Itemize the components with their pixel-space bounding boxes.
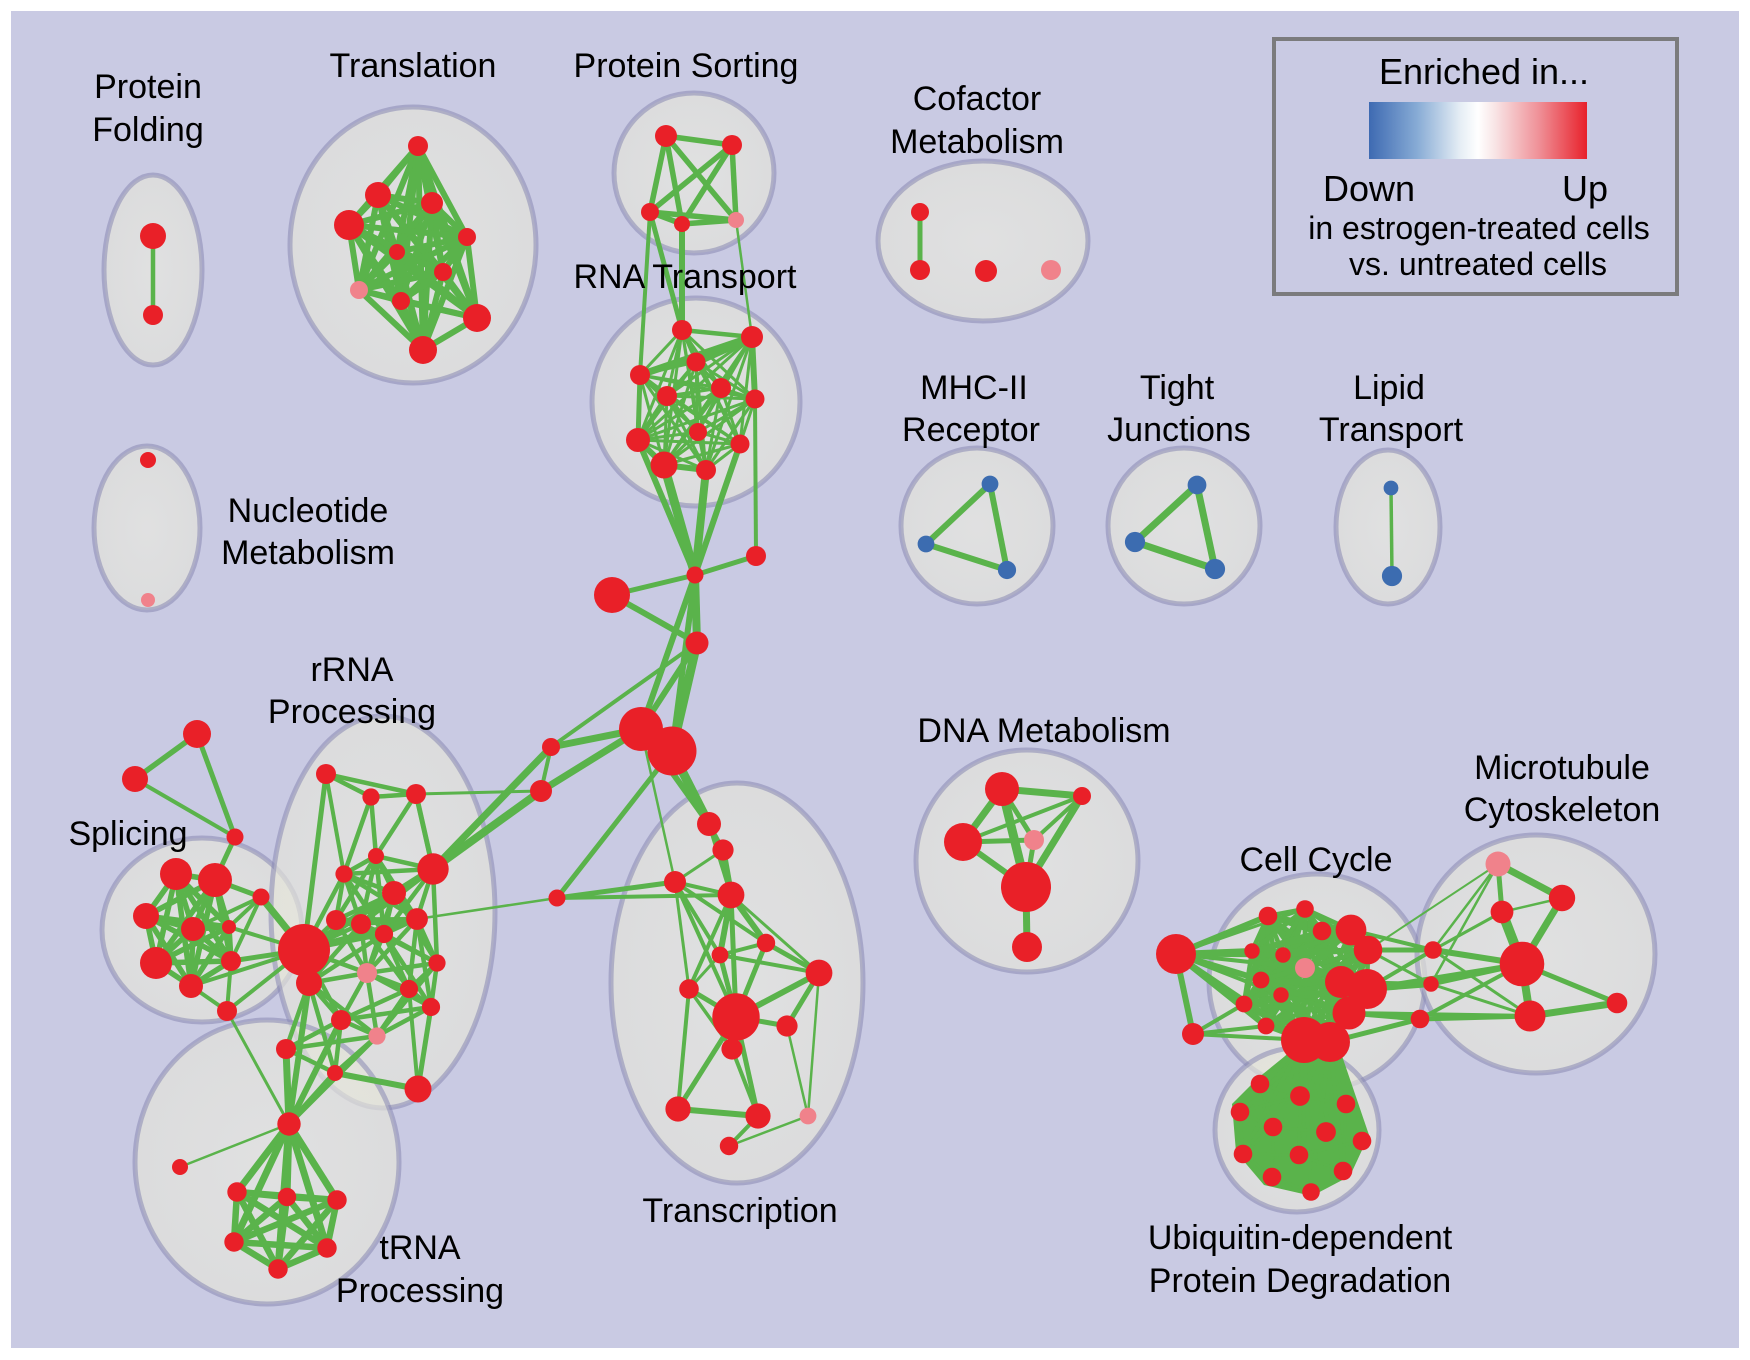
svg-text:Cofactor: Cofactor [913, 80, 1042, 118]
svg-text:Lipid: Lipid [1353, 369, 1425, 407]
svg-text:Up: Up [1562, 168, 1608, 209]
svg-text:Transport: Transport [1319, 411, 1464, 449]
svg-text:Folding: Folding [92, 111, 204, 149]
svg-text:Splicing: Splicing [68, 815, 187, 853]
svg-text:vs. untreated cells: vs. untreated cells [1349, 246, 1607, 282]
svg-text:Cell Cycle: Cell Cycle [1239, 841, 1392, 879]
svg-text:Transcription: Transcription [642, 1192, 837, 1230]
svg-text:Receptor: Receptor [902, 411, 1040, 449]
svg-text:Processing: Processing [268, 693, 436, 731]
svg-text:MHC-II: MHC-II [920, 369, 1028, 407]
svg-text:Processing: Processing [336, 1272, 504, 1310]
svg-text:Enriched in...: Enriched in... [1379, 51, 1589, 92]
svg-text:Microtubule: Microtubule [1474, 749, 1650, 787]
svg-text:Junctions: Junctions [1107, 411, 1251, 449]
svg-text:rRNA: rRNA [310, 651, 393, 689]
svg-text:tRNA: tRNA [379, 1229, 461, 1267]
svg-text:Protein Degradation: Protein Degradation [1149, 1262, 1451, 1300]
svg-text:Nucleotide: Nucleotide [228, 492, 389, 530]
svg-text:DNA Metabolism: DNA Metabolism [917, 712, 1170, 750]
svg-text:Ubiquitin-dependent: Ubiquitin-dependent [1148, 1219, 1453, 1257]
svg-text:Translation: Translation [330, 47, 497, 85]
svg-text:Protein Sorting: Protein Sorting [574, 47, 799, 85]
svg-text:in estrogen-treated cells: in estrogen-treated cells [1308, 210, 1650, 246]
svg-text:Protein: Protein [94, 68, 202, 106]
svg-text:Tight: Tight [1140, 369, 1215, 407]
svg-text:Metabolism: Metabolism [221, 534, 395, 572]
svg-text:Metabolism: Metabolism [890, 123, 1064, 161]
svg-text:Down: Down [1323, 168, 1415, 209]
svg-text:Cytoskeleton: Cytoskeleton [1464, 791, 1661, 829]
svg-text:RNA Transport: RNA Transport [574, 258, 798, 296]
